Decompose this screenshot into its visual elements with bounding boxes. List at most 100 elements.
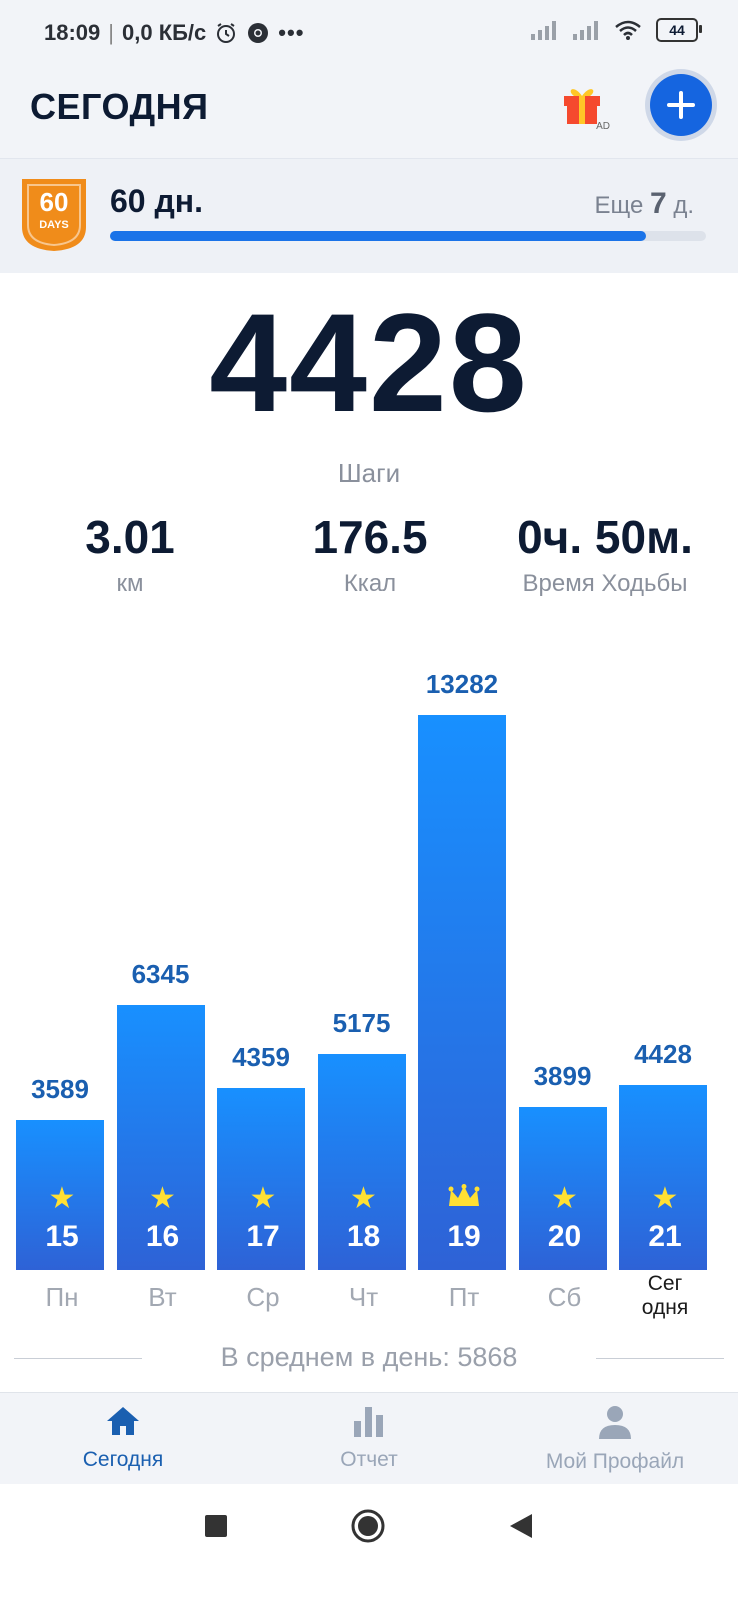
battery-level: 44 — [669, 22, 685, 38]
bar-date-label: 19 — [447, 1220, 481, 1253]
stat-calories: 176.5 Ккал — [270, 510, 470, 598]
stat-calories-value: 176.5 — [312, 511, 428, 563]
steps-count: 4428 — [209, 284, 529, 441]
bar-value-label: 13282 — [425, 669, 499, 699]
day-label: Сб — [547, 1282, 582, 1312]
stat-walk-time: 0ч. 50м. Время Ходьбы — [490, 510, 720, 598]
day-label: Пт — [448, 1282, 480, 1312]
bar-value-label: 6345 — [131, 958, 190, 989]
day-label: Пн — [45, 1282, 79, 1312]
chart-bar[interactable] — [619, 1084, 707, 1270]
stat-calories-label: Ккал — [343, 570, 397, 597]
nav-today[interactable]: Сегодня — [0, 1405, 246, 1472]
bar-chart-icon — [354, 1407, 383, 1437]
streak-remaining: Еще 7 д. — [594, 187, 694, 221]
nav-profile-label: Мой Профайл — [545, 1450, 685, 1473]
streak-label: 60 дн. — [110, 183, 204, 219]
remaining-value: 7 — [649, 187, 667, 220]
system-nav — [0, 1484, 738, 1599]
app-header: СЕГОДНЯ AD — [0, 64, 738, 158]
chart-bar[interactable] — [116, 1004, 205, 1270]
recent-apps-icon[interactable] — [204, 1514, 228, 1538]
day-label-today-line: одня — [641, 1296, 689, 1319]
alarm-icon — [217, 23, 236, 43]
streak-progress-fill — [110, 231, 647, 241]
stat-distance-value: 3.01 — [85, 511, 175, 563]
chart-bar[interactable] — [16, 1120, 104, 1270]
status-time: 18:09 — [44, 20, 101, 45]
battery-icon: 44 — [656, 18, 702, 42]
gift-icon — [564, 89, 600, 124]
home-icon — [107, 1407, 139, 1435]
average-row: В среднем в день: 5868 — [0, 1338, 738, 1378]
bar-value-label: 5175 — [332, 1007, 391, 1038]
nav-today-label: Сегодня — [82, 1448, 164, 1471]
stat-walk-time-label: Время Ходьбы — [522, 570, 688, 597]
star-icon: ★ — [48, 1182, 76, 1215]
status-network-speed: 0,0 КБ/с — [122, 20, 207, 45]
stat-walk-time-value: 0ч. 50м. — [517, 511, 693, 563]
streak-bar[interactable]: 60 DAYS 60 дн. Еще 7 д. — [0, 158, 738, 273]
chrome-icon — [248, 23, 269, 43]
person-icon — [599, 1406, 631, 1439]
chart-bar[interactable] — [418, 715, 506, 1270]
status-bar: 18:09 | 0,0 КБ/с ••• 44 — [0, 0, 738, 64]
crown-icon — [418, 1184, 510, 1216]
average-text: В среднем в день: 5868 — [220, 1342, 518, 1372]
plus-icon — [667, 91, 695, 119]
status-left: 18:09 | 0,0 КБ/с ••• — [44, 20, 304, 46]
star-icon: ★ — [149, 1182, 176, 1215]
streak-progress-track — [110, 231, 706, 241]
badge-sub: DAYS — [39, 219, 69, 231]
day-label: Ср — [246, 1282, 280, 1312]
signal-icon-2 — [573, 21, 598, 40]
ad-label: AD — [596, 121, 610, 132]
more-icon: ••• — [278, 20, 305, 45]
star-icon: ★ — [651, 1182, 679, 1215]
bar-value-label: 4359 — [232, 1041, 290, 1072]
day-label: Чт — [348, 1282, 379, 1312]
add-button[interactable] — [650, 74, 712, 136]
star-icon: ★ — [350, 1182, 377, 1215]
nav-profile[interactable]: Мой Профайл — [492, 1405, 738, 1474]
chart-bar[interactable] — [518, 1107, 607, 1270]
shield-badge-icon — [22, 179, 86, 251]
bar-value-label: 4428 — [634, 1038, 692, 1069]
bottom-nav: Сегодня Отчет Мой Профайл — [0, 1392, 738, 1485]
streak-badge: 60 DAYS — [18, 175, 90, 253]
wifi-icon — [615, 20, 641, 40]
remaining-prefix: Еще — [594, 192, 644, 219]
star-icon: ★ — [249, 1182, 277, 1215]
stat-distance: 3.01 км — [30, 510, 230, 598]
day-label: Вт — [148, 1282, 177, 1312]
chart-bar[interactable] — [317, 1053, 406, 1270]
nav-report-label: Отчет — [340, 1448, 398, 1471]
status-divider: | — [108, 20, 114, 45]
bar-value-label: 3899 — [533, 1061, 592, 1092]
average-divider-right — [596, 1358, 724, 1359]
chart-bar[interactable] — [217, 1087, 305, 1270]
bar-date-label: 18 — [346, 1220, 381, 1253]
nav-report[interactable]: Отчет — [246, 1405, 492, 1472]
weekly-steps-chart: 3589 ★ 15 Пн 6345 ★ 16 Вт 4359 ★ 17 Ср 5175 ★ 18 Чт 1328… — [0, 640, 738, 1360]
back-icon[interactable] — [508, 1512, 534, 1540]
bar-date-label: 15 — [45, 1220, 79, 1253]
stat-distance-label: км — [116, 570, 144, 597]
bar-date-label: 20 — [547, 1220, 582, 1253]
bar-date-label: 21 — [648, 1220, 682, 1253]
steps-label: Шаги — [337, 458, 401, 488]
badge-number: 60 — [39, 187, 69, 217]
star-icon: ★ — [551, 1182, 578, 1215]
gift-ad-button[interactable]: AD — [560, 82, 610, 132]
bar-value-label: 3589 — [31, 1074, 89, 1105]
average-divider-left — [14, 1358, 142, 1359]
remaining-suffix: д. — [673, 192, 694, 219]
bar-date-label: 17 — [246, 1220, 280, 1253]
day-label-today: Сег одня — [619, 1272, 711, 1320]
home-circle-icon[interactable] — [350, 1508, 386, 1544]
bar-date-label: 16 — [145, 1220, 180, 1253]
signal-icon — [531, 21, 556, 40]
day-label-today-line: Сег — [647, 1272, 683, 1295]
page-title: СЕГОДНЯ — [30, 86, 209, 127]
status-right: 44 — [530, 18, 702, 42]
